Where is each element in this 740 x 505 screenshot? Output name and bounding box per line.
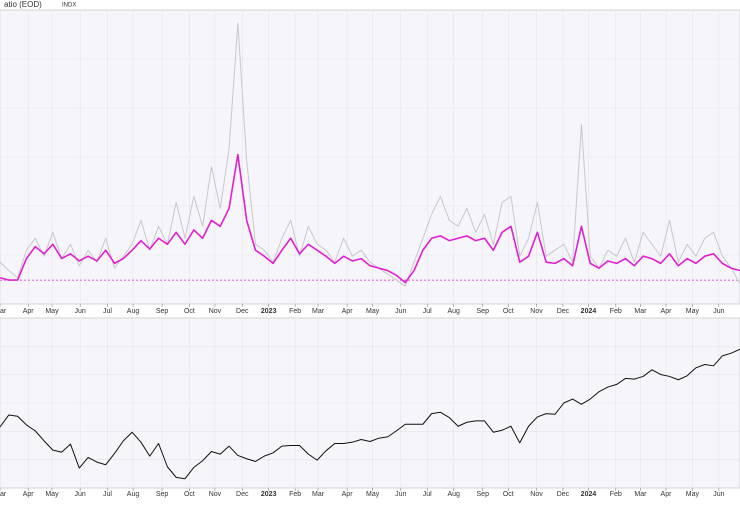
x-tick-label: May [366,491,380,498]
x-tick-label: Jun [395,308,406,315]
x-tick-label: Oct [503,491,514,498]
x-tick-label: Aug [127,308,140,315]
x-tick-label: Jul [103,308,112,315]
x-tick-label: Feb [289,308,301,315]
x-tick-label: Mar [634,491,647,498]
x-tick-label: Jun [713,308,724,315]
x-tick-label: May [686,308,700,315]
x-tick-label: Feb [610,308,622,315]
x-tick-label: Apr [342,308,354,315]
x-tick-label: May [686,491,700,498]
chart-title: atio (EOD) [4,0,42,9]
x-tick-label: Apr [23,308,35,315]
x-tick-label: ar [0,491,7,498]
x-tick-label: Nov [209,491,222,498]
x-tick-label: Sep [477,491,490,498]
chart-subtitle: INDX [62,3,76,9]
x-tick-label: Nov [530,491,543,498]
x-tick-label: Jul [423,491,432,498]
x-tick-label: Sep [156,491,169,498]
x-tick-label: Jun [75,491,86,498]
x-tick-label: 2024 [581,308,597,315]
x-tick-label: Oct [184,308,195,315]
series-line [0,348,740,480]
x-tick-label: Feb [610,491,622,498]
x-tick-label: Apr [23,491,35,498]
x-tick-label: Dec [236,308,249,315]
x-tick-label: Dec [557,308,570,315]
x-tick-label: Feb [289,491,301,498]
x-tick-label: Aug [447,491,460,498]
x-tick-label: 2023 [261,308,277,315]
x-tick-label: ar [0,308,7,315]
x-tick-label: May [366,308,380,315]
x-tick-label: May [45,491,59,498]
x-tick-label: Dec [236,491,249,498]
x-tick-label: Oct [184,491,195,498]
x-tick-label: Apr [661,308,673,315]
x-tick-label: Mar [634,308,647,315]
x-tick-label: Mar [312,308,325,315]
x-tick-label: Jun [713,491,724,498]
x-tick-label: 2024 [581,491,597,498]
x-tick-label: Jul [423,308,432,315]
x-tick-label: Sep [156,308,169,315]
x-tick-label: Apr [661,491,673,498]
series-line [0,153,740,284]
x-tick-label: Jul [103,491,112,498]
series-line [0,22,740,287]
x-tick-label: Nov [209,308,222,315]
x-tick-label: Aug [127,491,140,498]
x-tick-label: Jun [395,491,406,498]
x-tick-label: Aug [447,308,460,315]
x-tick-label: 2023 [261,491,277,498]
x-tick-label: Sep [477,308,490,315]
x-tick-label: Dec [557,491,570,498]
x-tick-label: Jun [75,308,86,315]
x-tick-label: Nov [530,308,543,315]
x-tick-label: May [45,308,59,315]
x-tick-label: Oct [503,308,514,315]
x-tick-label: Mar [312,491,325,498]
x-tick-label: Apr [342,491,354,498]
